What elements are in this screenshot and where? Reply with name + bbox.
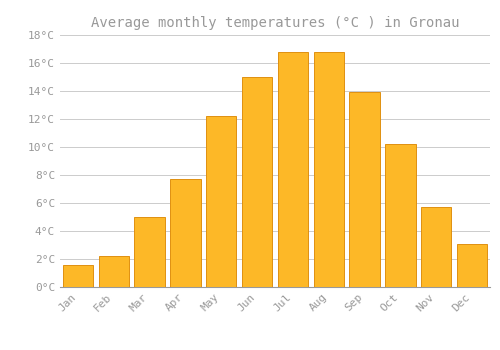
Bar	[98, 256, 129, 287]
Bar	[62, 265, 93, 287]
Bar	[350, 92, 380, 287]
Bar	[457, 244, 488, 287]
Bar	[314, 52, 344, 287]
Bar	[278, 52, 308, 287]
Bar	[134, 217, 165, 287]
Title: Average monthly temperatures (°C ) in Gronau: Average monthly temperatures (°C ) in Gr…	[91, 16, 459, 30]
Bar	[385, 144, 416, 287]
Bar	[206, 116, 236, 287]
Bar	[421, 207, 452, 287]
Bar	[170, 179, 200, 287]
Bar	[242, 77, 272, 287]
